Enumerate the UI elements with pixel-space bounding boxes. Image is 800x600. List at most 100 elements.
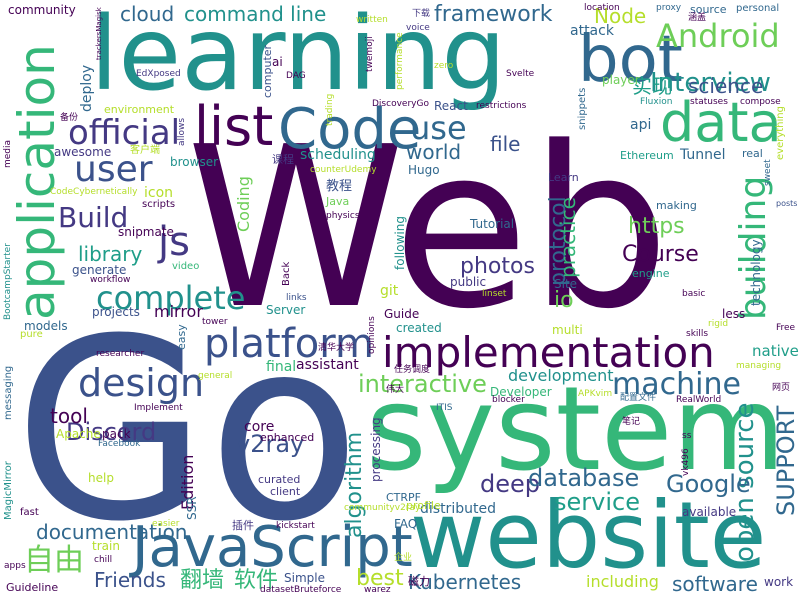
word-datasetbruteforce: datasetBruteforce <box>260 585 342 595</box>
word-community: community <box>8 3 76 17</box>
word-kehuduan: 客户端 <box>130 145 160 156</box>
word-easy: easy <box>175 324 188 350</box>
word-skills: skills <box>686 329 709 339</box>
word-compose: compose <box>740 97 781 107</box>
word-java: Java <box>326 195 350 208</box>
word-processing: processing <box>369 417 383 482</box>
word-discord: Discord <box>66 418 157 446</box>
word-beifen: 备份 <box>60 113 79 123</box>
word-server: Server <box>266 303 306 317</box>
word-ziyou: 自由 <box>24 543 84 578</box>
word-database: database <box>528 464 640 492</box>
word-snippets: snippets <box>577 87 588 130</box>
word-less: less <box>722 307 746 321</box>
word-kecheng: 课程 <box>272 153 294 166</box>
word-ethereum: Ethereum <box>620 149 674 162</box>
word-edxposed: EdXposed <box>136 69 181 79</box>
word-wangye: 网页 <box>772 383 791 393</box>
word-following: following <box>393 216 407 270</box>
word-train: train <box>92 539 120 553</box>
word-io: io <box>554 288 574 313</box>
word-browser: browser <box>170 155 219 169</box>
word-bot: bot <box>578 23 683 97</box>
word-profile: profile <box>406 499 441 512</box>
word-best: best <box>356 566 404 591</box>
word-file: file <box>490 132 521 156</box>
word-framework: framework <box>434 2 553 27</box>
word-implementation: implementation <box>382 328 715 377</box>
word-shixian: 实现 <box>632 74 672 98</box>
word-react: React <box>434 99 468 113</box>
word-cloud: cloud <box>120 2 175 26</box>
word-documentation: documentation <box>36 520 188 544</box>
word-mirror: mirror <box>154 302 203 321</box>
word-api: api <box>630 117 652 133</box>
word-environment: environment <box>104 103 175 116</box>
word-photos: photos <box>460 254 535 279</box>
word-developer: Developer <box>490 385 552 399</box>
word-sweet: sweet <box>763 159 773 186</box>
word-generate: generate <box>72 263 127 277</box>
word-system: system <box>366 362 786 497</box>
word-simple: Simple <box>284 571 325 585</box>
word-apkvim: APKvim <box>578 389 613 399</box>
word-learning: learning <box>90 0 507 114</box>
word-implement: Implement <box>134 403 183 413</box>
word-library: library <box>78 242 143 266</box>
word-enhanced: enhanced <box>260 431 315 444</box>
word-data: data <box>660 91 782 154</box>
word-ai: ai <box>272 55 283 69</box>
word-hangai: 涵盖 <box>688 13 707 23</box>
word-go: Go <box>14 285 361 576</box>
word-use: use <box>410 109 467 147</box>
word-deep: deep <box>480 470 540 498</box>
word-opinions: opinions <box>367 316 377 354</box>
word-interview: Interview <box>650 68 771 98</box>
word-kubernetes: Kubernetes <box>408 570 522 594</box>
word-faq: FAQ <box>394 517 418 531</box>
word-messaging: messaging <box>3 365 14 420</box>
word-android: Android <box>656 17 780 55</box>
word-machine: machine <box>612 367 741 402</box>
word-official: official <box>68 113 181 153</box>
word-interactive: interactive <box>358 370 487 398</box>
word-svelte: Svelte <box>506 69 535 79</box>
word-final: final <box>266 359 297 375</box>
word-build: Build <box>58 201 129 234</box>
word-warez: warez <box>364 585 391 595</box>
word-dag: DAG <box>286 71 306 81</box>
word-ruanjian: 软件 <box>234 568 279 593</box>
word-player: player <box>602 73 640 87</box>
word-tunnel: Tunnel <box>680 147 726 163</box>
word-learn: Learn <box>548 171 579 184</box>
word-peizhiwenjian: 配置文件 <box>620 393 657 403</box>
word-xiazai: 下载 <box>412 9 431 19</box>
word-back: Back <box>281 261 292 286</box>
word-trading: trading <box>325 93 335 126</box>
word-qiye: 企业 <box>394 553 413 563</box>
word-media: media <box>3 139 13 168</box>
word-command-line: command line <box>184 2 327 26</box>
word-tutorial: Tutorial <box>470 217 515 231</box>
word-basic: basic <box>682 289 706 299</box>
word-jiaocheng: 教程 <box>326 179 353 194</box>
word-javascript: JavaScript <box>132 515 413 580</box>
word-qinghua: 清华大学 <box>318 343 355 353</box>
word-including: including <box>586 572 659 591</box>
word-attack: attack <box>570 23 614 39</box>
word-zero: zero <box>434 61 454 71</box>
word-distributed: distributed <box>420 501 496 517</box>
word-twemoji: twemoji <box>365 36 375 72</box>
word-vk496: vk496 <box>681 448 691 476</box>
word-weida: 伟大 <box>386 385 405 395</box>
word-site: Site <box>554 277 578 291</box>
word-google: Google <box>666 470 751 498</box>
word-restrictions: restrictions <box>476 101 527 111</box>
word-guideline: Guideline <box>6 581 59 594</box>
word-trackersmagisk: trackersMagisk <box>95 7 103 60</box>
word-location: location <box>584 3 620 13</box>
word-multi: multi <box>552 323 583 337</box>
word-kickstart: kickstart <box>276 521 315 531</box>
word-available: available <box>682 505 737 519</box>
word-practice: practice <box>556 197 580 278</box>
